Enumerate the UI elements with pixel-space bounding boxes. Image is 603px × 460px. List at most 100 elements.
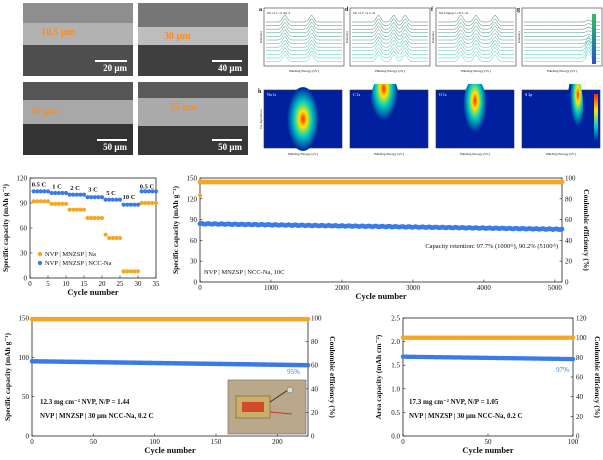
panel-letter: d [345,7,349,13]
map-xlabel: Binding Energy (eV) [288,152,318,156]
y2-tick-label: 60 [565,216,573,224]
legend-marker [37,251,43,257]
data-point [31,189,36,194]
data-point [71,192,76,197]
y2-tick-label: 60 [311,362,319,370]
x-tick-label: 3000 [406,284,421,292]
xps-spectrum-line [266,18,342,26]
xps-title: Na 1s C 1s C-O [353,11,376,15]
data-point [135,202,141,207]
xps-spectrum-line [266,47,342,55]
rate-label: 0.5 C [32,182,47,189]
y2-tick-label: 0 [576,433,580,441]
data-point [103,197,108,202]
y-tick-label: 1.5 [391,362,400,370]
sem-image-3: 30 μm 50 μm [23,82,133,155]
data-point [45,199,51,204]
y-tick-label: 30 [20,250,28,258]
xps-spectrum-line [352,43,428,52]
data-point [35,199,40,204]
rate-label: 5 C [106,190,116,197]
y-tick-label: 120 [17,175,28,183]
xps-ylabel: Intensity [345,31,349,43]
xps-depth-maps: Na 1s Binding Energy (eV) h Na deposition C … [258,84,601,156]
xps-xlabel: Binding Energy (eV) [375,69,405,73]
data-point [146,189,151,194]
map-title: S 2p [525,92,532,97]
y-tick-label: 60 [20,225,28,233]
panel-letter: h [258,89,262,95]
xps-spectrum-line [352,36,428,44]
xps-spectrum-line [438,32,514,41]
x-tick-label: 1000 [264,284,279,292]
y-tick-label: 0.5 [391,409,400,417]
inset-photo [227,379,307,435]
x-tick-label: 50 [90,438,98,446]
rate-label: 10 C [123,194,136,201]
x-tick-label: 4000 [477,284,492,292]
y-tick-label: 150 [187,175,198,183]
ce-point [305,316,311,322]
xps-spectrum-line [438,18,514,26]
xps-xlabel: Binding Energy (eV) [461,69,491,73]
xps-spectrum-line [266,39,342,48]
y-axis-label: Area capacity (mAh cm⁻²) [375,334,383,419]
data-point [117,197,123,202]
rate-label: 0.5 C [140,183,155,190]
xps-spectrum-line [266,21,342,30]
xps-spectrum-line [524,46,600,59]
ce-point [559,179,565,185]
x-tick-label: 150 [211,438,222,446]
y-tick-label: 1.0 [391,385,400,393]
y-tick-label: 90 [20,200,28,208]
xps-spectrum-line [438,21,514,30]
y2-tick-label: 100 [576,334,587,342]
data-point [96,195,101,200]
y-axis-label: Specific capacity (mAh g⁻¹) [171,185,180,274]
xps-spectrum-line [352,32,428,41]
xps-spectrum-line [438,36,514,44]
xps-spectrum-line [266,36,342,44]
retention-annotation: 97% [556,366,569,374]
data-point [110,197,115,202]
data-point [121,202,126,207]
y2-tick-label: 120 [576,315,587,323]
data-point [107,197,112,202]
data-point [107,235,112,241]
data-point [63,190,69,196]
data-point [150,200,155,206]
rate-label: 3 C [88,187,98,194]
xps-spectrum-line [352,29,428,37]
map-xlabel: Binding Energy (eV) [546,152,576,156]
clip [286,386,294,394]
xps-spectrum-line [352,14,428,23]
xps-spectrum-line [438,54,514,62]
xps-title: Na 1s C 1s Ag 4 [267,11,290,15]
sem-image-1: 10.5 μm 20 μm [23,3,133,76]
data-point [60,190,65,196]
y2-tick-label: 40 [565,237,573,245]
retention-annotation: 95% [287,368,300,376]
y2-tick-label: 20 [311,409,319,417]
capacity-point [559,226,565,232]
cell-label: NVP | MNZSP | 30 μm NCC-Na, 0.2 C [409,412,523,420]
data-point [114,197,119,202]
xps-spectrum-line [438,39,514,48]
data-point [139,189,144,194]
y2-tick-label: 0 [565,279,569,287]
xps-spectrum-line [266,50,342,59]
xps-spectrum-line [352,54,428,62]
y-tick-label: 0 [26,433,30,441]
xps-spectrum-line [266,25,342,34]
xps-ylabel: Intensity [431,31,435,43]
data-point [31,199,36,204]
xps-xlabel: Binding Energy (eV) [547,69,577,73]
thickness-label: 35 μm [170,102,197,113]
xps-spectrum-line [352,50,428,59]
xps-spectrum-line [266,43,342,52]
data-point [56,190,61,196]
y-tick-label: 2.5 [391,315,400,323]
legend-label: NVP | MNZSP | Na [45,251,96,258]
data-point [121,269,126,274]
xps-spectrum-line [352,47,428,55]
